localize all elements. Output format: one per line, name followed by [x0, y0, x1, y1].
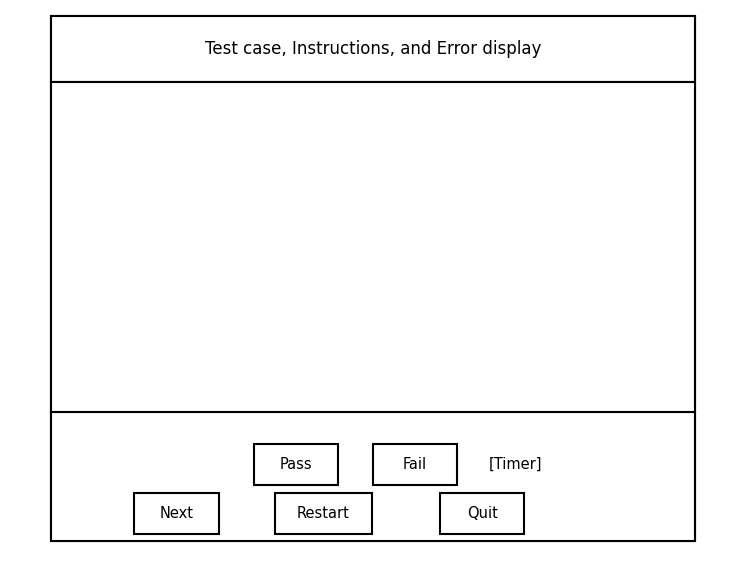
Bar	[51, 16, 695, 541]
Bar	[440, 493, 524, 534]
Bar	[275, 493, 372, 534]
Text: Test case, Instructions, and Error display: Test case, Instructions, and Error displ…	[205, 40, 541, 58]
Bar	[51, 412, 695, 541]
Text: Fail: Fail	[403, 457, 427, 472]
Text: Quit: Quit	[467, 506, 498, 521]
Bar	[373, 444, 457, 485]
Bar	[51, 82, 695, 412]
Bar	[254, 444, 338, 485]
Text: Pass: Pass	[280, 457, 312, 472]
Bar	[51, 16, 695, 82]
Bar	[134, 493, 219, 534]
Text: Next: Next	[160, 506, 193, 521]
Text: Restart: Restart	[297, 506, 349, 521]
Text: [Timer]: [Timer]	[489, 457, 542, 472]
